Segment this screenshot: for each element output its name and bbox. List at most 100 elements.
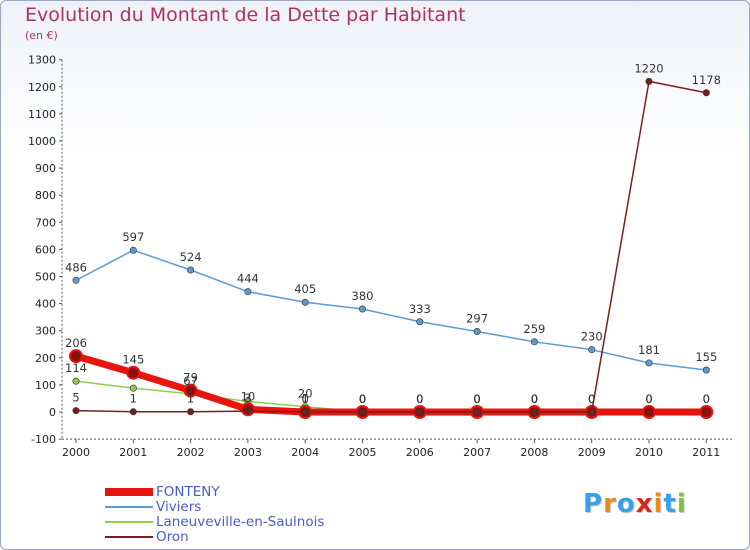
data-label-viviers: 297 (466, 312, 488, 326)
logo-letter: i (676, 489, 687, 519)
legend-label: Viviers (156, 499, 202, 515)
logo-letter: P (583, 489, 604, 519)
series-line-oron (75, 80, 708, 413)
legend-label: FONTENY (156, 484, 220, 500)
x-tick-label: 2004 (291, 446, 319, 459)
data-label-viviers: 155 (695, 350, 717, 364)
chart-title: Evolution du Montant de la Dette par Hab… (25, 4, 466, 26)
data-point-fonteny (183, 383, 198, 398)
data-point-oron (72, 407, 80, 415)
data-point-fonteny (699, 405, 714, 419)
data-label-oron: 1 (302, 392, 309, 406)
y-tick-label: 700 (35, 216, 56, 229)
y-tick-label: 1000 (28, 135, 56, 148)
legend-label: Oron (156, 529, 189, 545)
data-label-oron: 0 (588, 392, 595, 406)
data-point-oron (187, 408, 195, 416)
data-label-viviers: 524 (180, 250, 202, 264)
data-label-fonteny: 0 (359, 392, 366, 406)
data-label-fonteny: 0 (645, 392, 652, 406)
proxiti-logo: Proxiti (583, 489, 687, 519)
logo-letter: i (653, 489, 664, 519)
data-label-laneuveville-en-saulnois: 114 (65, 361, 87, 375)
data-label-oron: 1 (130, 392, 137, 406)
data-point-viviers (358, 305, 366, 313)
data-point-viviers (129, 246, 137, 254)
data-point-viviers (244, 288, 252, 296)
data-point-laneuveville-en-saulnois (72, 377, 80, 385)
data-label-oron: 1178 (692, 73, 721, 87)
data-point-fonteny (642, 405, 656, 419)
y-tick-label: 200 (35, 352, 56, 365)
data-point-oron (416, 408, 424, 416)
data-point-viviers (416, 318, 424, 326)
data-label-fonteny: 0 (302, 392, 309, 406)
data-label-oron: 0 (531, 392, 538, 406)
data-label-viviers: 597 (122, 230, 144, 244)
data-label-laneuveville-en-saulnois: 0 (473, 392, 480, 406)
data-label-laneuveville-en-saulnois: 0 (588, 392, 595, 406)
chart-unit-label: (en €) (25, 29, 58, 42)
data-point-viviers (702, 366, 710, 374)
data-label-fonteny: 10 (241, 389, 256, 403)
y-tick-label: 1300 (28, 54, 56, 67)
x-tick-label: 2005 (349, 446, 377, 459)
data-label-fonteny: 0 (416, 392, 423, 406)
x-tick-label: 2003 (234, 446, 262, 459)
data-point-oron (588, 408, 596, 416)
data-label-laneuveville-en-saulnois: 0 (645, 392, 652, 406)
y-tick-label: 1100 (28, 108, 56, 121)
data-label-fonteny: 0 (703, 392, 710, 406)
data-label-fonteny: 0 (531, 392, 538, 406)
data-label-viviers: 380 (352, 289, 374, 303)
logo-letter: o (616, 489, 636, 519)
y-tick-label: 900 (35, 162, 56, 175)
x-tick-label: 2000 (62, 446, 90, 459)
data-label-viviers: 444 (237, 272, 259, 286)
data-label-oron: 0 (473, 392, 480, 406)
data-label-oron: 1220 (634, 61, 663, 75)
data-point-oron (301, 408, 309, 416)
data-point-viviers (301, 298, 309, 306)
data-label-fonteny: 79 (183, 371, 198, 385)
data-point-fonteny (69, 349, 83, 364)
data-point-viviers (473, 328, 481, 336)
data-point-laneuveville-en-saulnois (129, 384, 137, 392)
x-tick-label: 2010 (635, 446, 663, 459)
data-point-viviers (645, 359, 653, 367)
y-tick-label: 500 (35, 271, 56, 284)
x-tick-label: 2008 (520, 446, 548, 459)
data-label-oron: 1 (187, 392, 194, 406)
data-point-oron (358, 408, 366, 416)
y-tick-label: 100 (35, 379, 56, 392)
data-point-viviers (187, 266, 195, 274)
data-label-viviers: 259 (523, 322, 545, 336)
series-line-fonteny (72, 352, 710, 416)
y-tick-label: 800 (35, 189, 56, 202)
y-tick-label: 600 (35, 243, 56, 256)
data-label-laneuveville-en-saulnois: 0 (359, 392, 366, 406)
data-label-laneuveville-en-saulnois: 0 (531, 392, 538, 406)
data-point-viviers (530, 338, 538, 346)
legend-swatch (105, 536, 153, 538)
data-point-oron (645, 77, 653, 85)
data-label-oron: 0 (359, 392, 366, 406)
x-tick-label: 2006 (406, 446, 434, 459)
data-label-viviers: 181 (638, 343, 660, 357)
data-point-oron (244, 407, 252, 415)
data-point-oron (129, 408, 137, 416)
data-label-oron: 5 (72, 391, 79, 405)
data-point-oron (702, 89, 710, 97)
y-tick-label: 0 (49, 406, 56, 419)
data-label-oron: 0 (416, 392, 423, 406)
x-tick-label: 2007 (463, 446, 491, 459)
y-tick-label: 1200 (28, 81, 56, 94)
data-label-oron: 3 (244, 391, 251, 405)
logo-letter: t (663, 489, 677, 519)
data-point-oron (530, 408, 538, 416)
data-label-laneuveville-en-saulnois: 0 (416, 392, 423, 406)
data-point-fonteny (126, 365, 141, 380)
y-tick-label: 300 (35, 325, 56, 338)
